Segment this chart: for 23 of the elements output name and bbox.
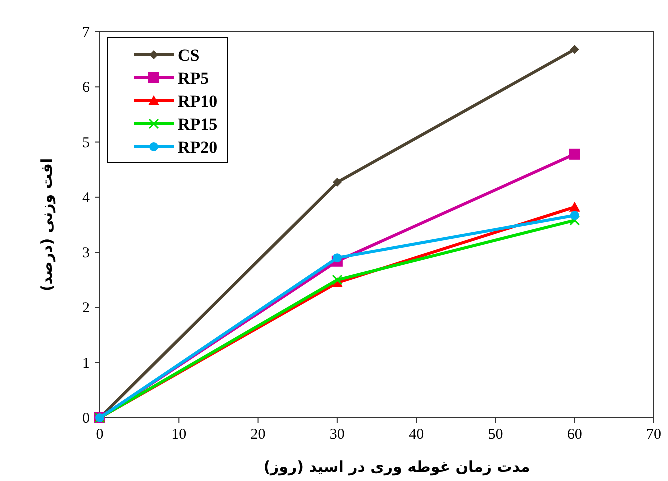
y-tick-label: 4	[82, 190, 90, 206]
x-tick-label: 60	[567, 427, 582, 443]
x-tick-label: 40	[409, 427, 424, 443]
x-tick-label: 10	[172, 427, 187, 443]
x-tick-label: 0	[96, 427, 104, 443]
y-tick-label: 2	[82, 300, 90, 317]
x-tick-label: 20	[250, 427, 266, 443]
legend-label: RP20	[178, 138, 218, 157]
y-axis-title: افت وزنی (درصد)	[38, 158, 56, 292]
legend-label: RP10	[178, 92, 218, 111]
legend-label: RP5	[178, 69, 210, 88]
y-tick-label: 0	[82, 411, 90, 427]
legend-label: RP15	[178, 115, 218, 134]
x-tick-label: 30	[330, 427, 345, 443]
legend-label: CS	[178, 46, 200, 65]
y-tick-label: 7	[82, 25, 90, 41]
x-axis-title: مدت زمان غوطه وری در اسید (روز)	[264, 458, 530, 476]
y-tick-label: 5	[82, 135, 90, 152]
x-tick-label: 70	[646, 427, 662, 443]
y-tick-label: 1	[82, 356, 90, 372]
y-tick-label: 6	[82, 80, 90, 96]
x-tick-label: 50	[488, 427, 504, 443]
y-tick-label: 3	[82, 246, 90, 262]
